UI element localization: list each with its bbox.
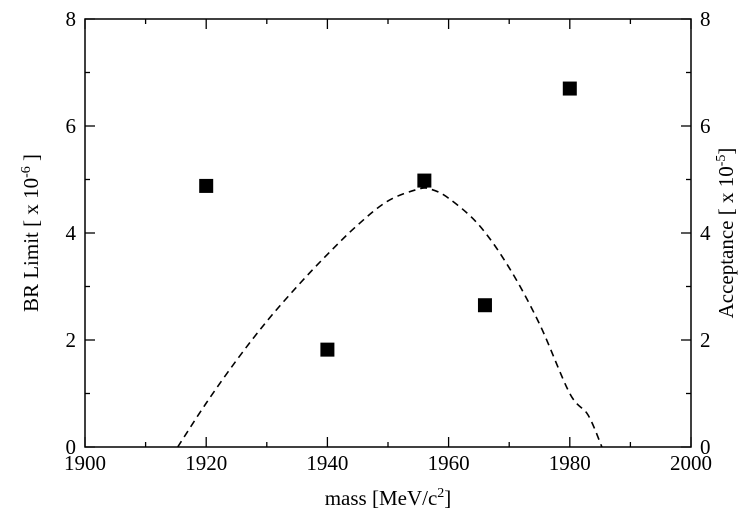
y2-tick-label: 0 (700, 435, 711, 459)
y2-tick-label: 8 (700, 7, 711, 31)
x-axis-label: mass [MeV/c2] (325, 486, 452, 510)
x-tick-label: 1940 (306, 451, 348, 475)
axis-ticks (84, 18, 692, 448)
y2-tick-label: 6 (700, 114, 711, 138)
data-point (562, 81, 577, 96)
x-tick-label: 1960 (428, 451, 470, 475)
y-tick-label: 8 (66, 7, 77, 31)
y-tick-label: 6 (66, 114, 77, 138)
data-point (320, 342, 335, 357)
data-point (199, 178, 214, 193)
x-tick-label: 1900 (64, 451, 106, 475)
y-axis-right-label: Acceptance [ x 10-5] (714, 148, 738, 319)
data-point (417, 173, 432, 188)
y2-tick-label: 4 (700, 221, 711, 245)
x-tick-label: 1980 (549, 451, 591, 475)
plot-frame (84, 18, 692, 448)
y-tick-label: 2 (66, 328, 77, 352)
acceptance-curve (177, 187, 603, 448)
data-point (477, 298, 492, 313)
y-tick-label: 4 (66, 221, 77, 245)
x-tick-label: 2000 (670, 451, 712, 475)
y-axis-left-label: BR Limit [ x 10-6 ] (19, 154, 43, 312)
y2-tick-label: 2 (700, 328, 711, 352)
x-tick-label: 1920 (185, 451, 227, 475)
br-limit-markers (199, 81, 577, 357)
y-tick-label: 0 (66, 435, 77, 459)
